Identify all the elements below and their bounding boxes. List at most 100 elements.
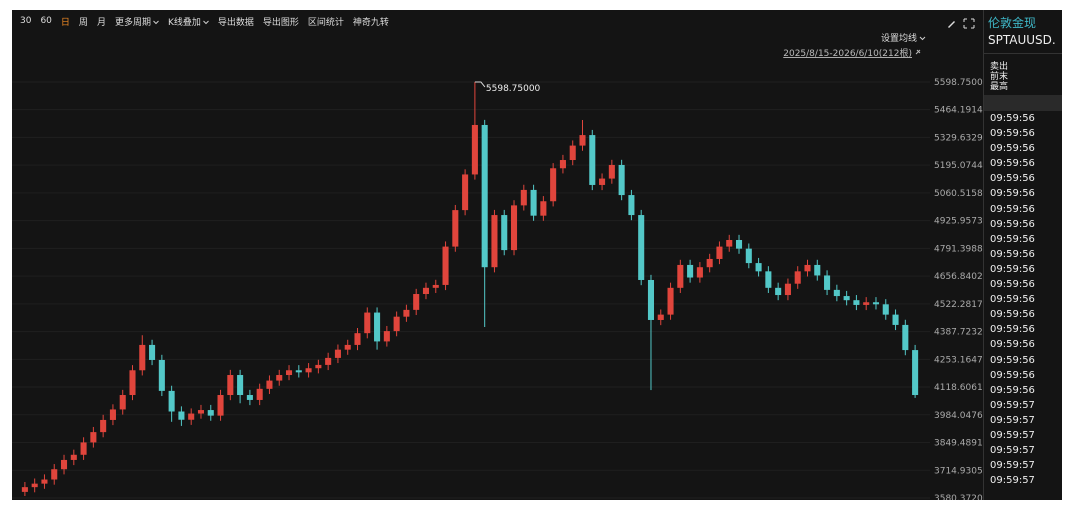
candle-body <box>833 289 840 297</box>
candle-body <box>863 302 870 305</box>
candle-body <box>178 411 185 420</box>
candle-body <box>31 483 38 488</box>
candle-body <box>687 264 694 278</box>
y-tick-label: 5598.75000 <box>934 78 983 88</box>
candle-body <box>432 284 439 288</box>
candle-body <box>912 350 919 396</box>
candle-body <box>383 331 390 342</box>
candle-body <box>599 178 606 185</box>
candle-body <box>452 210 459 247</box>
candle-body <box>804 264 811 272</box>
candle-body <box>471 124 478 175</box>
candle-body <box>80 442 87 455</box>
chart-tools[interactable] <box>946 16 976 30</box>
app: 设置均线 2025/8/15-2026/6/10(212根) 5598.75000 5… <box>12 10 1062 500</box>
time-row: 09:59:56 <box>990 158 1035 170</box>
candle-body <box>188 413 195 420</box>
candle-body <box>706 258 713 268</box>
toolbar-item[interactable]: 日 <box>60 17 70 28</box>
candle-body <box>569 145 576 161</box>
y-tick-label: 3984.04765 <box>934 411 983 421</box>
candle-body <box>559 160 566 169</box>
time-row: 09:59:56 <box>990 248 1035 260</box>
candle-body <box>295 370 302 373</box>
candle-body <box>510 205 518 251</box>
toolbar-item[interactable]: 导出数据 <box>217 17 254 28</box>
candle-body <box>325 357 332 365</box>
candle-body <box>119 395 126 410</box>
time-row: 09:59:56 <box>990 294 1035 306</box>
pin-icon <box>915 49 921 55</box>
candle-body <box>892 314 899 325</box>
candle-body <box>550 168 557 202</box>
time-row: 09:59:56 <box>990 128 1035 140</box>
candle-body <box>481 124 488 268</box>
candle-body <box>638 215 645 280</box>
y-tick-label: 4253.16471 <box>934 355 983 365</box>
candle-body <box>129 370 136 396</box>
time-row: 09:59:56 <box>990 279 1035 291</box>
candle-body <box>530 189 537 216</box>
panel-title: 伦敦金现 <box>988 16 1037 30</box>
candle-body <box>344 344 351 350</box>
candle-body <box>540 201 547 216</box>
toolbar-item[interactable]: 60 <box>40 16 52 26</box>
toolbar: 30 60 日周月更多周期 K线叠加 导出数据 导出图形 区间统计 神奇九转 <box>12 10 389 32</box>
toolbar-item[interactable]: 导出图形 <box>262 17 299 28</box>
time-row: 09:59:56 <box>990 324 1035 336</box>
candle-body <box>853 300 860 305</box>
time-row: 09:59:56 <box>990 113 1035 124</box>
candle-body <box>696 267 703 278</box>
annotation-line <box>474 81 486 88</box>
candle-body <box>60 459 68 470</box>
candle-body <box>266 380 273 389</box>
time-row: 09:59:56 <box>990 263 1035 275</box>
y-tick-label: 4118.60618 <box>934 383 983 393</box>
y-tick-label: 4656.84029 <box>934 272 983 282</box>
y-tick-label: 3714.93059 <box>934 466 983 476</box>
candle-body <box>814 264 821 276</box>
candle-body <box>647 279 655 320</box>
time-row: 09:59:56 <box>990 309 1035 321</box>
quote-panel: 伦敦金现 SPTAUUSD. 卖出 前末 最高 09:59:56 09:59:56… <box>983 10 1062 500</box>
candle-body <box>315 364 322 369</box>
candle-body <box>501 215 508 251</box>
time-row: 09:59:56 <box>990 384 1035 396</box>
candle-body <box>109 409 116 420</box>
toolbar-item[interactable]: 区间统计 <box>307 17 344 28</box>
time-row: 09:59:56 <box>990 203 1035 215</box>
candle-body <box>21 487 28 492</box>
candle-body <box>364 312 371 334</box>
candle-body <box>608 164 615 179</box>
time-row: 09:59:57 <box>990 414 1035 426</box>
time-row: 09:59:57 <box>990 445 1035 457</box>
panel-code: SPTAUUSD. <box>984 31 1062 54</box>
time-row: 09:59:57 <box>990 399 1035 411</box>
toolbar-item[interactable]: 周 <box>78 17 88 28</box>
candle-body <box>217 395 224 416</box>
toolbar-item[interactable]: 30 <box>20 16 32 26</box>
candle-body <box>843 296 850 301</box>
candle-body <box>285 370 293 376</box>
candle-body <box>305 368 312 373</box>
time-row: 09:59:56 <box>990 143 1035 155</box>
toolbar-item[interactable]: K线叠加 <box>168 15 209 28</box>
y-tick-label: 5329.63294 <box>934 133 983 143</box>
ma-setting[interactable]: 设置均线 <box>881 32 917 44</box>
time-row: 09:59:56 <box>990 354 1035 366</box>
candle-body <box>775 287 782 296</box>
field-label: 前末 <box>990 72 1009 82</box>
toolbar-item[interactable]: 更多周期 <box>115 15 159 28</box>
toolbar-item[interactable]: 神奇九转 <box>352 17 389 28</box>
candle-body <box>462 174 469 211</box>
dropdown-icon <box>153 20 159 24</box>
candle-body <box>902 324 909 351</box>
toolbar-item[interactable]: 月 <box>96 17 106 28</box>
time-row: 09:59:57 <box>990 475 1035 487</box>
candle-body <box>51 469 58 480</box>
dropdown-icon <box>203 20 209 24</box>
candle-body <box>520 189 527 206</box>
candle-body <box>197 410 205 414</box>
candle-body <box>755 263 762 272</box>
y-tick-label: 5464.19147 <box>934 106 983 116</box>
